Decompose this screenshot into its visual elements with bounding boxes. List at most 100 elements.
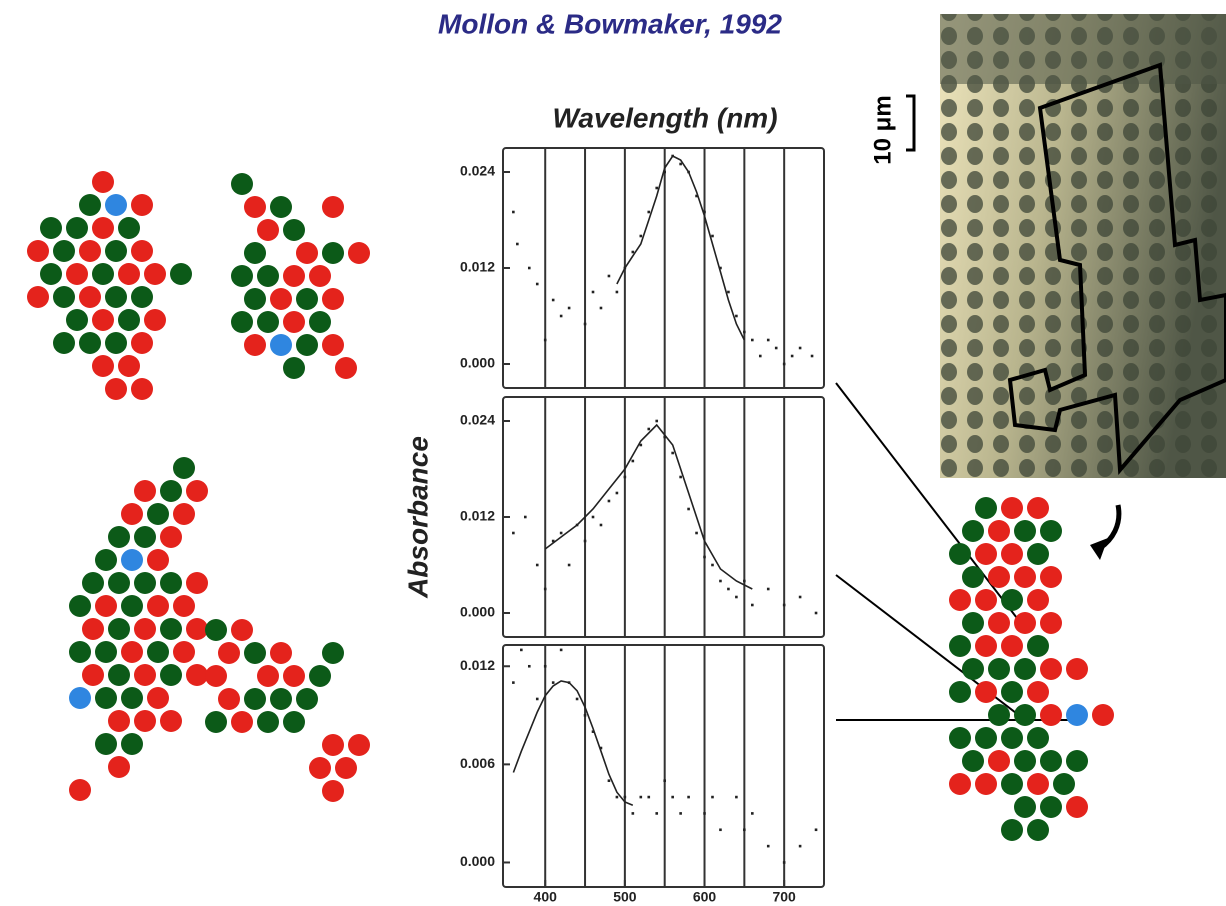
data-point [608,779,611,782]
cone [322,734,344,756]
cone [53,286,75,308]
data-point [799,596,802,599]
cone [131,194,153,216]
cone [92,217,114,239]
data-point [512,681,515,684]
cone [118,355,140,377]
data-point [584,540,587,543]
data-point [632,460,635,463]
cone [975,635,997,657]
cone [257,265,279,287]
cone [1040,566,1062,588]
cone [218,688,240,710]
data-point [536,564,539,567]
cone [186,664,208,686]
cone [962,658,984,680]
y-tick-label: 0.000 [460,853,495,869]
data-point [791,355,794,358]
data-point [616,291,619,294]
data-point [568,564,571,567]
cone [173,457,195,479]
data-point [743,580,746,583]
data-point [711,235,714,238]
y-tick-label: 0.000 [460,355,495,371]
cone [322,196,344,218]
cone [147,549,169,571]
data-point [815,828,818,831]
cone [1014,612,1036,634]
cone [92,171,114,193]
data-point [624,796,627,799]
data-point [783,604,786,607]
cone [1014,796,1036,818]
cone [949,727,971,749]
cone [1001,497,1023,519]
data-point [560,532,563,535]
cone [975,589,997,611]
cone [949,543,971,565]
data-point [703,812,706,815]
cone [1040,612,1062,634]
data-point [536,283,539,286]
y-tick-label: 0.006 [460,755,495,771]
data-point [799,845,802,848]
cone [270,642,292,664]
cone [66,309,88,331]
cone [283,357,305,379]
cone [1066,704,1088,726]
cone [160,664,182,686]
cone [1014,566,1036,588]
cone [69,595,91,617]
cone [1092,704,1114,726]
data-point [560,649,563,652]
cone [231,619,253,641]
cone [147,503,169,525]
cone [108,664,130,686]
cone [1027,589,1049,611]
cone [205,665,227,687]
cone [975,681,997,703]
cone [988,704,1010,726]
data-point [811,355,814,358]
cone [949,773,971,795]
cone [82,664,104,686]
cone [69,779,91,801]
cone [121,641,143,663]
data-point [735,315,738,318]
cone [79,194,101,216]
data-point [512,211,515,214]
data-point [600,524,603,527]
cone [131,240,153,262]
cone [322,642,344,664]
cone [66,263,88,285]
cone [1014,520,1036,542]
cone [1066,750,1088,772]
cone [244,196,266,218]
cone [975,727,997,749]
cone [1027,773,1049,795]
data-point [560,315,563,318]
data-point [576,698,579,701]
citation: Mollon & Bowmaker, 1992 [438,8,782,39]
x-tick-label: 400 [534,889,558,905]
cone [108,710,130,732]
data-point [600,307,603,310]
cone [322,288,344,310]
cone [1066,658,1088,680]
cone [40,263,62,285]
y-tick-label: 0.000 [460,604,495,620]
cone [975,543,997,565]
data-point [536,698,539,701]
cone [160,480,182,502]
cone [975,773,997,795]
cone [53,332,75,354]
data-point [520,649,523,652]
data-point [703,556,706,559]
cone [118,309,140,331]
cone [1053,773,1075,795]
cone [988,612,1010,634]
cone [92,309,114,331]
cone [131,332,153,354]
cone [170,263,192,285]
data-point [799,347,802,350]
